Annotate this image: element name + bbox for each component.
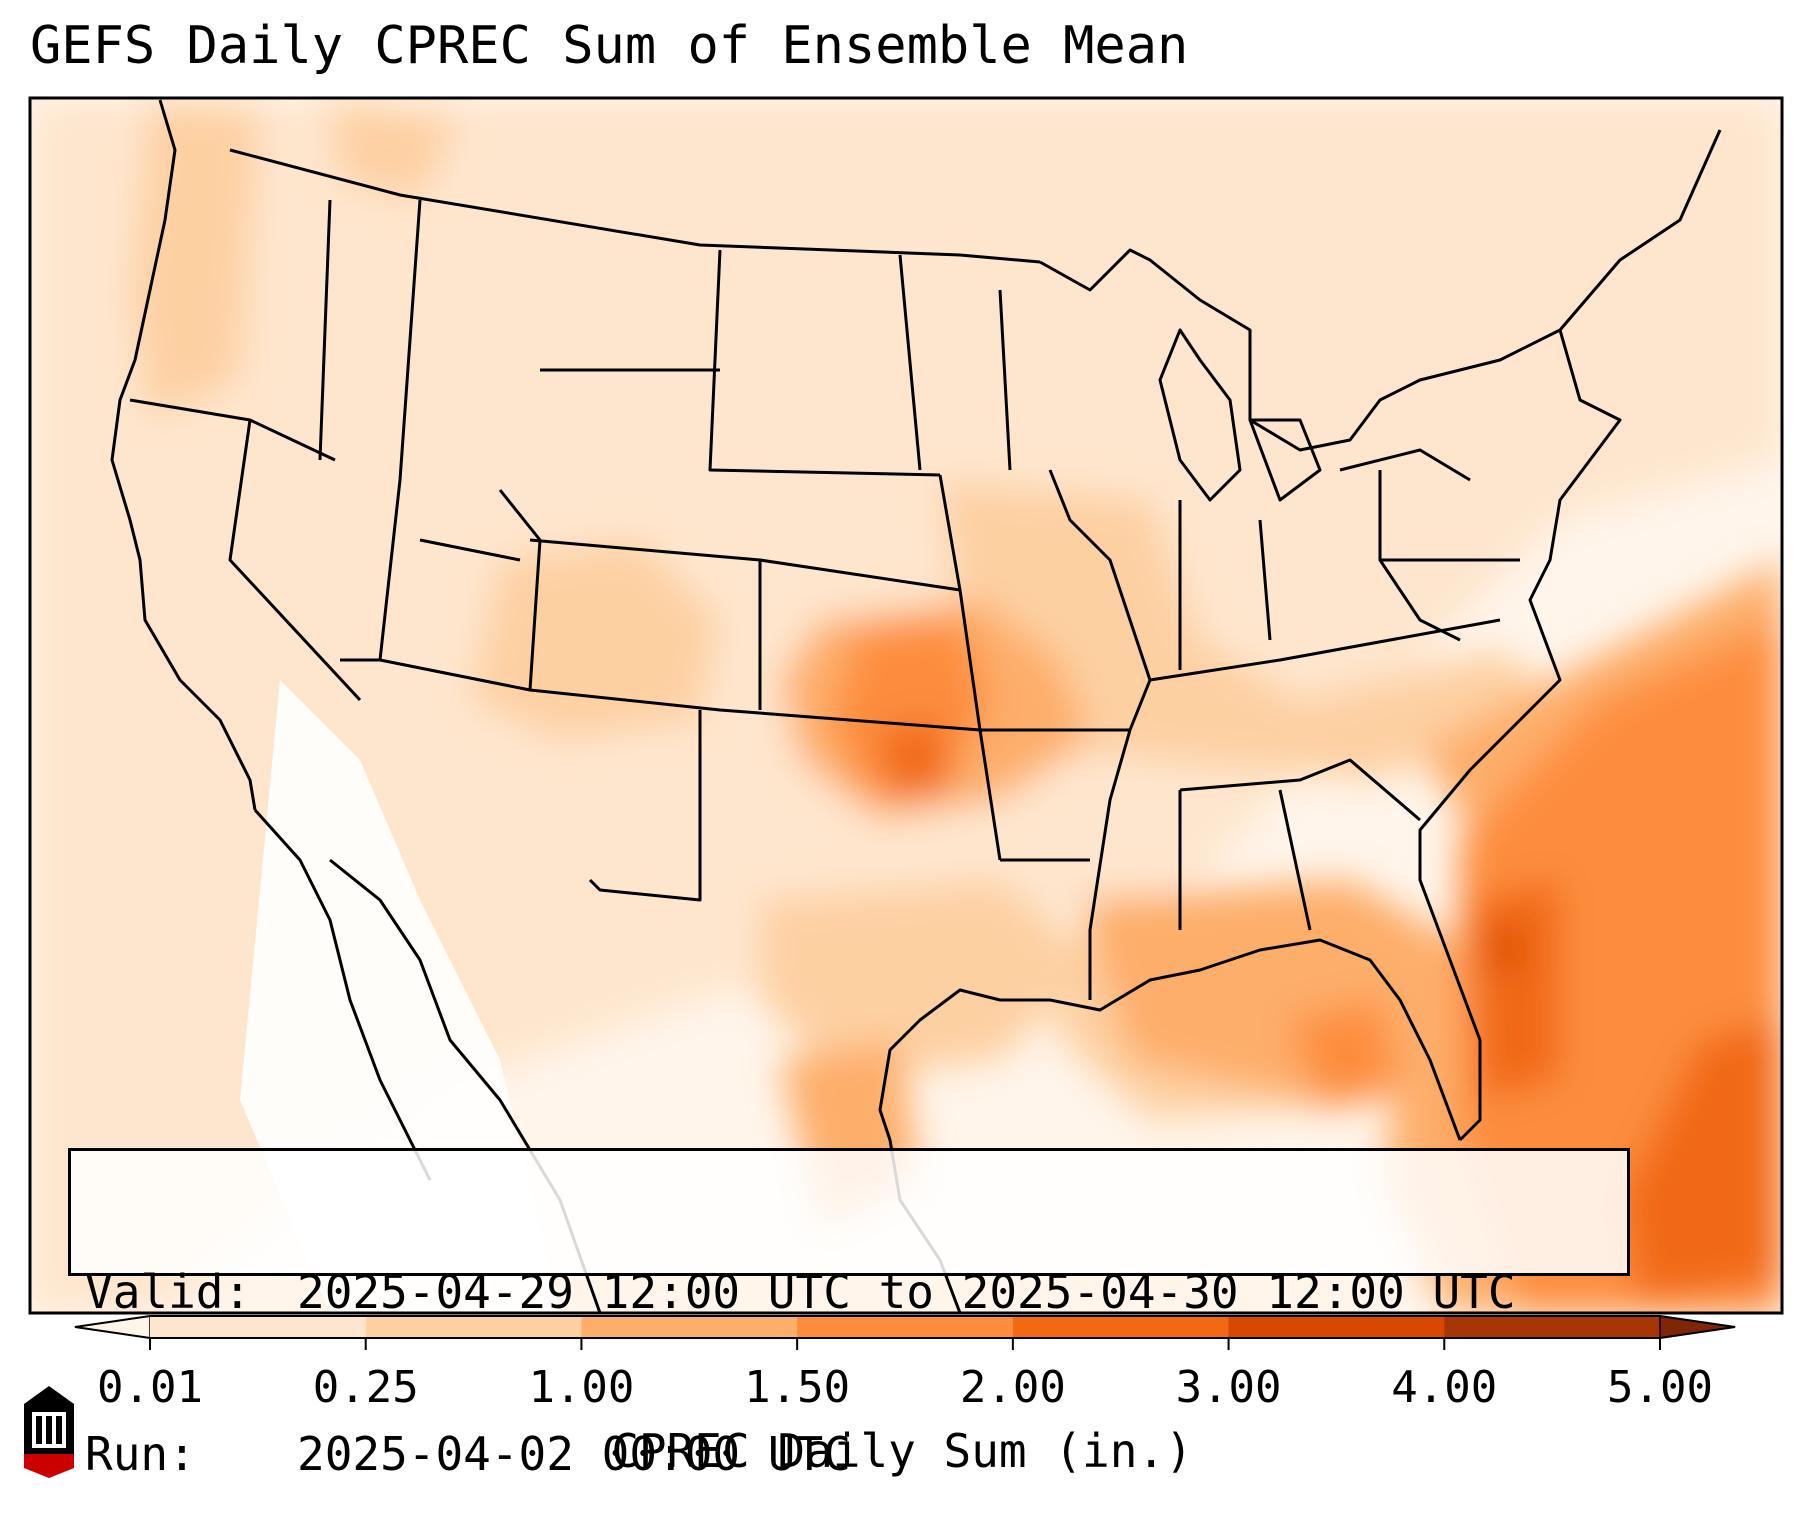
colorbar-segment (797, 1316, 1014, 1338)
colorbar-title: CPREC Daily Sum (in.) (611, 1424, 1193, 1478)
colorbar-extend-high (1659, 1315, 1736, 1339)
colorbar-tick-label: 1.00 (528, 1362, 635, 1413)
valid-label: Valid: (85, 1265, 252, 1319)
validity-box: Valid: 2025-04-29 12:00 UTC to 2025-04-30… (68, 1148, 1630, 1481)
valid-value: 2025-04-29 12:00 UTC to 2025-04-30 12:00… (297, 1265, 1516, 1319)
map-title: GEFS Daily CPREC Sum of Ensemble Mean (30, 16, 1189, 76)
run-label: Run: (85, 1427, 196, 1481)
colorbar-segment (581, 1316, 798, 1338)
colorbar-segment (365, 1316, 582, 1338)
run-line: Run: 2025-04-02 00:00 UTC (85, 1427, 1613, 1481)
colorbar-segment (1228, 1316, 1445, 1338)
colorbar-tick-label: 0.25 (312, 1362, 419, 1413)
colorbar-segment (1444, 1316, 1661, 1338)
colorbar-tick-label: 3.00 (1175, 1362, 1282, 1413)
colorbar-tick-label: 5.00 (1607, 1362, 1713, 1413)
colorbar-tick-label: 4.00 (1391, 1362, 1498, 1413)
valid-line: Valid: 2025-04-29 12:00 UTC to 2025-04-30… (85, 1265, 1613, 1319)
run-value: 2025-04-02 00:00 UTC (297, 1427, 851, 1481)
colorbar (74, 1315, 1736, 1350)
colorbar-tick-label: 2.00 (959, 1362, 1066, 1413)
colorbar-segment (150, 1316, 367, 1338)
map-frame (28, 96, 1784, 1315)
niu-logo (24, 1386, 74, 1478)
precip-field (30, 98, 1782, 1313)
colorbar-tick-label: 1.50 (744, 1362, 851, 1413)
colorbar-segment (1012, 1316, 1230, 1338)
colorbar-tick-label: 0.01 (97, 1362, 203, 1413)
